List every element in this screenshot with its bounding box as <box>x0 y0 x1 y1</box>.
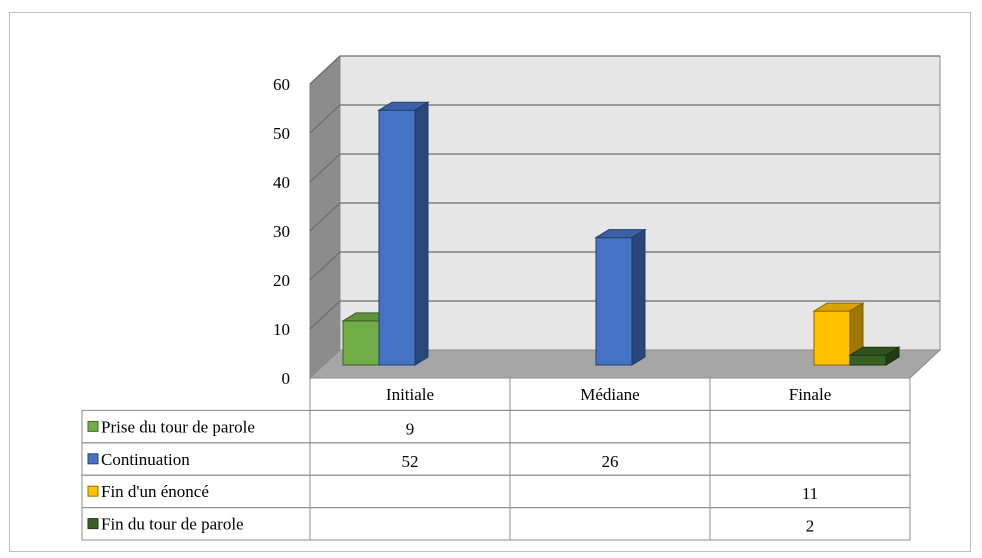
bar-side <box>885 346 900 366</box>
bar <box>595 237 633 366</box>
legend-key <box>87 420 99 432</box>
gridline-side <box>309 153 341 183</box>
bar-side <box>631 228 646 366</box>
y-tick-label: 60 <box>273 75 290 94</box>
y-tick-label: 50 <box>273 124 290 143</box>
gridline-side <box>309 104 341 134</box>
table-row <box>81 442 911 476</box>
bar <box>813 310 851 366</box>
bar-side <box>414 101 429 366</box>
data-table-value: 2 <box>806 517 815 536</box>
y-tick-label: 30 <box>273 222 290 241</box>
y-tick-label: 20 <box>273 271 290 290</box>
legend-label: Prise du tour de parole <box>101 417 255 436</box>
gridline-side <box>309 55 341 85</box>
legend-label: Fin d'un énoncé <box>101 482 209 501</box>
bar <box>342 320 380 366</box>
gridline-side <box>309 300 341 330</box>
bar <box>849 354 887 366</box>
gridline-side <box>309 251 341 281</box>
y-tick-label: 10 <box>273 320 290 339</box>
legend-key <box>87 453 99 465</box>
data-table-value: 52 <box>402 452 419 471</box>
category-label: Initiale <box>386 385 434 404</box>
legend-key <box>87 518 99 530</box>
category-label: Finale <box>789 385 832 404</box>
category-label: Médiane <box>580 385 639 404</box>
data-table-value: 26 <box>602 452 619 471</box>
data-table-value: 9 <box>406 419 415 438</box>
y-tick-label: 0 <box>282 369 291 388</box>
legend-label: Continuation <box>101 450 190 469</box>
data-table-value: 11 <box>802 484 818 503</box>
legend-label: Fin du tour de parole <box>101 515 244 534</box>
legend-key <box>87 485 99 497</box>
y-tick-label: 40 <box>273 173 290 192</box>
bar <box>378 109 416 366</box>
gridline-side <box>309 202 341 232</box>
